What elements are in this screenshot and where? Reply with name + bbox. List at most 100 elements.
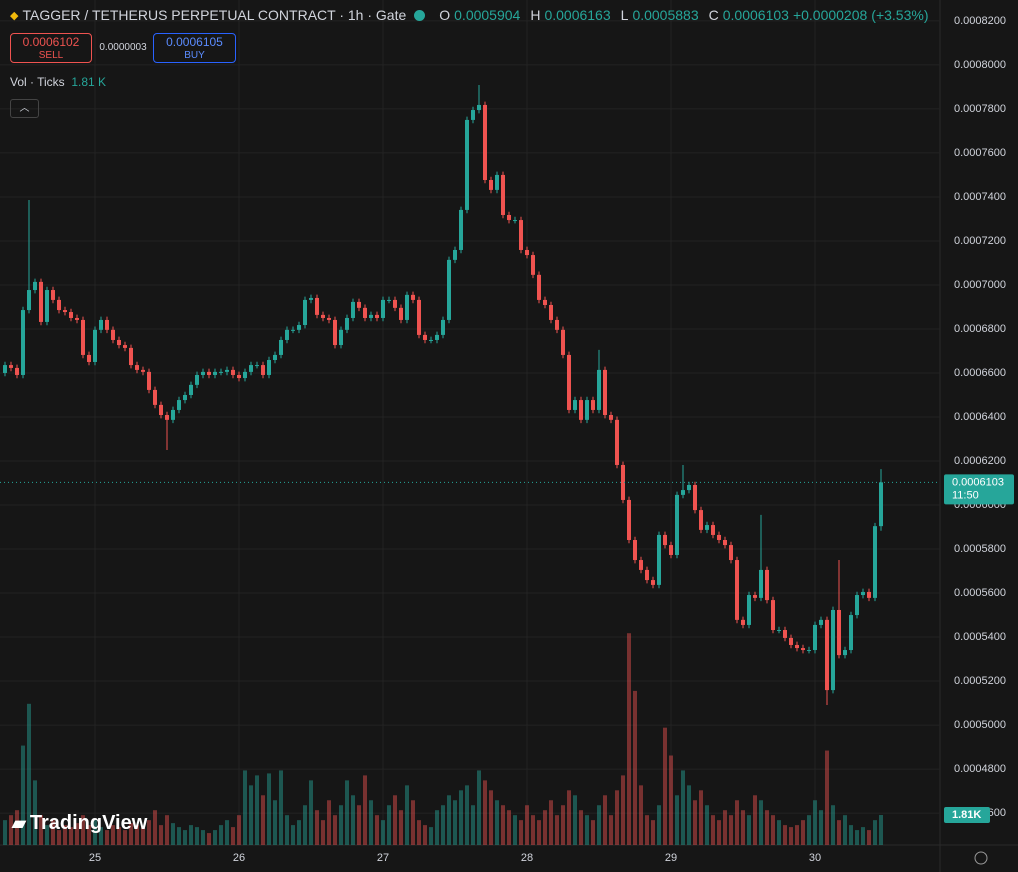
volume-bar <box>867 830 871 845</box>
y-tick-label: 0.0007800 <box>954 103 1006 115</box>
volume-legend-value: 1.81 K <box>71 75 107 89</box>
volume-bar <box>663 727 667 845</box>
candle-body <box>351 301 355 318</box>
volume-bar <box>609 815 613 845</box>
volume-bar <box>135 825 139 845</box>
volume-bar <box>309 780 313 845</box>
volume-bar <box>429 827 433 845</box>
y-tick-label: 0.0008200 <box>954 15 1006 27</box>
volume-bar <box>807 815 811 845</box>
candle-body <box>591 400 595 410</box>
candle-body <box>315 297 319 315</box>
last-price-label: 0.0006103 <box>952 476 1004 488</box>
volume-bar <box>249 785 253 845</box>
volume-bar <box>339 805 343 845</box>
volume-bar <box>105 830 109 845</box>
volume-bar <box>783 825 787 845</box>
volume-bar <box>855 830 859 845</box>
candle-body <box>159 404 163 416</box>
volume-bar <box>57 830 61 845</box>
volume-bar <box>561 805 565 845</box>
volume-bar <box>723 810 727 845</box>
volume-bar <box>159 825 163 845</box>
sell-button[interactable]: 0.0006102 SELL <box>10 33 92 63</box>
volume-bar <box>477 770 481 845</box>
candle-body <box>663 534 667 546</box>
buy-label: BUY <box>184 50 205 61</box>
candle-body <box>729 545 733 561</box>
candle-body <box>345 317 349 330</box>
candle-body <box>123 345 127 348</box>
candle-body <box>51 290 55 300</box>
volume-bar <box>51 820 55 845</box>
candle-body <box>777 630 781 632</box>
buy-button[interactable]: 0.0006105 BUY <box>153 33 236 63</box>
candle-body <box>309 297 313 300</box>
candle-body <box>111 329 115 340</box>
candle-body <box>417 299 421 335</box>
volume-bar <box>633 690 637 845</box>
volume-bar <box>345 780 349 845</box>
candle-body <box>69 312 73 318</box>
volume-bar <box>825 750 829 845</box>
collapse-button[interactable]: ︿ <box>10 99 39 118</box>
candle-body <box>141 369 145 372</box>
c-label: C <box>708 7 719 23</box>
volume-bar <box>753 795 757 845</box>
candle-body <box>327 317 331 320</box>
candle-body <box>81 319 85 355</box>
volume-bar <box>285 815 289 845</box>
candle-body <box>105 319 109 330</box>
candle-body <box>135 365 139 370</box>
volume-bar <box>657 805 661 845</box>
candle-body <box>435 334 439 340</box>
volume-bar <box>435 810 439 845</box>
volume-bar <box>399 810 403 845</box>
candle-body <box>873 526 877 598</box>
candle-body <box>657 534 661 585</box>
candle-body <box>63 310 67 313</box>
volume-bar <box>789 827 793 845</box>
volume-bar <box>483 780 487 845</box>
y-tick-label: 0.0005600 <box>954 587 1006 599</box>
volume-bar <box>153 810 157 845</box>
volume-bar <box>849 825 853 845</box>
volume-bar <box>141 827 145 845</box>
volume-bar <box>171 823 175 845</box>
volume-bar <box>219 825 223 845</box>
candle-body <box>357 301 361 308</box>
settings-icon <box>974 851 988 865</box>
x-tick-label: 25 <box>89 852 101 864</box>
y-tick-label: 0.0005400 <box>954 631 1006 643</box>
candle-body <box>639 560 643 570</box>
candle-body <box>501 174 505 215</box>
volume-bar <box>405 785 409 845</box>
candle-body <box>513 220 517 222</box>
candle-body <box>33 281 37 291</box>
candle-body <box>225 369 229 372</box>
candle-body <box>447 259 451 320</box>
volume-bar <box>813 800 817 845</box>
volume-bar <box>555 815 559 845</box>
volume-bar <box>843 815 847 845</box>
x-tick-label: 27 <box>377 852 389 864</box>
volume-bar <box>873 820 877 845</box>
candle-body <box>627 499 631 541</box>
volume-bar <box>597 805 601 845</box>
candle-body <box>375 314 379 318</box>
volume-bar <box>351 795 355 845</box>
candle-body <box>39 281 43 322</box>
volume-bar <box>699 790 703 845</box>
candle-body <box>675 494 679 555</box>
y-tick-label: 0.0005800 <box>954 543 1006 555</box>
volume-bar <box>363 775 367 845</box>
volume-bar <box>327 800 331 845</box>
volume-bar <box>63 825 67 845</box>
last-price-box <box>944 474 1014 505</box>
volume-bar <box>687 785 691 845</box>
candle-body <box>477 104 481 111</box>
volume-bar <box>207 833 211 845</box>
candle-body <box>15 367 19 375</box>
volume-bar <box>417 820 421 845</box>
